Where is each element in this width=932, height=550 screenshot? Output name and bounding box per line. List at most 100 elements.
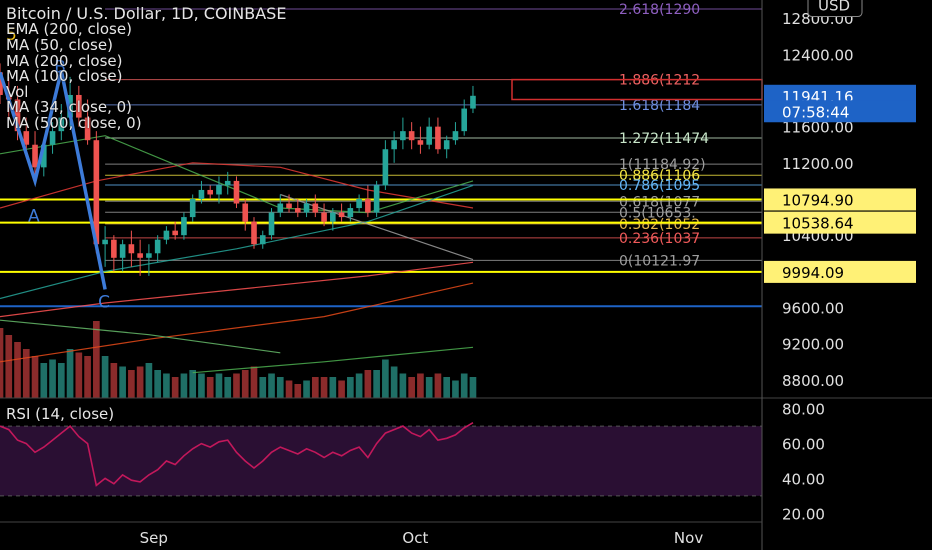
volume-bar [110, 363, 118, 398]
candle-body[interactable] [417, 140, 424, 145]
volume-bar [329, 377, 337, 398]
volume-bar [347, 377, 354, 398]
candle-body[interactable] [40, 144, 47, 168]
candle-body[interactable] [198, 189, 205, 199]
candle-body[interactable] [23, 131, 30, 145]
volume-bar [0, 328, 4, 398]
fib-level-label: 0.5(10653. [619, 205, 696, 221]
candle-body[interactable] [277, 203, 284, 213]
price-axis-tick: 8800.00 [782, 372, 844, 390]
candle-body[interactable] [338, 212, 345, 218]
candle-body[interactable] [452, 131, 459, 141]
volume-bar [425, 377, 433, 398]
rsi-axis-tick: 60.00 [782, 436, 825, 454]
candle-body[interactable] [102, 239, 108, 245]
volume-bar [250, 366, 258, 398]
volume-bar [224, 377, 232, 398]
volume-bar [14, 342, 21, 398]
candle-body[interactable] [172, 230, 178, 236]
price-axis-tick: 9600.00 [782, 300, 844, 318]
indicator-ma100-label[interactable]: MA (100, close) [6, 67, 123, 85]
candle-body[interactable] [382, 149, 389, 186]
candle-body[interactable] [286, 203, 292, 209]
candle-body[interactable] [233, 180, 240, 204]
volume-bar [22, 349, 30, 398]
candle-body[interactable] [111, 239, 117, 258]
volume-bar [84, 356, 91, 398]
indicator-ma200-label[interactable]: MA (200, close) [6, 52, 123, 70]
candle-body[interactable] [461, 108, 468, 132]
abc-pattern-line[interactable] [0, 70, 107, 290]
indicator-vol-label[interactable]: Vol [6, 83, 29, 101]
candle-body[interactable] [76, 94, 82, 118]
candle-body[interactable] [181, 217, 187, 236]
candle-body[interactable] [470, 95, 476, 109]
candle-body[interactable] [321, 212, 327, 222]
candle-body[interactable] [268, 212, 275, 236]
candle-body[interactable] [189, 199, 196, 218]
candle-body[interactable] [14, 99, 21, 132]
candle-body[interactable] [224, 180, 231, 186]
rsi-pane[interactable] [0, 422, 762, 497]
volume-bar [417, 373, 424, 398]
candle-body[interactable] [49, 131, 56, 145]
price-pane[interactable]: 2.618(1290 1.886(1212 1.618(1184 1.272(1147… [0, 2, 763, 398]
moving-average-line [0, 261, 474, 318]
candle-body[interactable] [0, 72, 3, 95]
candle-body[interactable] [365, 199, 371, 213]
candle-body[interactable] [435, 126, 441, 150]
candle-body[interactable] [259, 235, 266, 245]
candle-body[interactable] [294, 208, 301, 213]
candle-body[interactable] [426, 126, 432, 145]
rsi-label[interactable]: RSI (14, close) [6, 405, 115, 423]
candle-body[interactable] [137, 253, 143, 258]
indicator-ma34-label[interactable]: MA (34, close, 0) [6, 98, 133, 116]
volume-bar [163, 373, 170, 398]
volume-bar [399, 373, 407, 398]
candle-body[interactable] [58, 117, 65, 132]
indicator-ma500-label[interactable]: MA (500, close, 0) [6, 114, 142, 132]
pattern-label-5: 5 [6, 25, 17, 45]
volume-bar [276, 377, 284, 398]
candle-body[interactable] [347, 208, 354, 218]
currency-button-label[interactable]: USD [818, 0, 850, 15]
moving-average-line [0, 319, 281, 354]
volume-bar [241, 370, 249, 398]
candle-body[interactable] [163, 230, 170, 240]
price-tag-label: 9994.09 [782, 264, 844, 282]
candle-body[interactable] [216, 185, 222, 195]
indicator-ma50-label[interactable]: MA (50, close) [6, 36, 113, 54]
candle-body[interactable] [251, 221, 257, 245]
candle-body[interactable] [408, 131, 415, 141]
candle-body[interactable] [312, 203, 319, 213]
candle-body[interactable] [391, 140, 397, 150]
candle-body[interactable] [373, 185, 380, 213]
price-axis-tick: 11200.00 [782, 155, 854, 173]
fib-level-label: 0.382(1052 [619, 217, 700, 233]
price-tag [764, 100, 916, 123]
candle-body[interactable] [128, 244, 135, 254]
candle-body[interactable] [330, 212, 336, 222]
candle-body[interactable] [119, 244, 126, 258]
candle-body[interactable] [400, 131, 406, 141]
candle-body[interactable] [356, 199, 362, 209]
currency-button[interactable] [807, 0, 863, 18]
candle-body[interactable] [242, 203, 249, 222]
price-axis-tick: 12400.00 [782, 46, 854, 64]
candle-body[interactable] [443, 140, 450, 150]
candle-body[interactable] [146, 253, 152, 258]
candle-body[interactable] [84, 117, 91, 141]
time-axis-label: Sep [140, 529, 168, 547]
indicator-ema200-label[interactable]: EMA (200, close) [6, 20, 132, 38]
candle-body[interactable] [32, 144, 38, 168]
volume-bar [338, 380, 345, 398]
candle-body[interactable] [93, 140, 100, 245]
candle-body[interactable] [154, 239, 161, 254]
price-tag-label: 07:58:44 [782, 103, 849, 121]
volume-bar [320, 377, 328, 398]
volume-bar [145, 363, 153, 398]
candle-body[interactable] [207, 189, 214, 195]
candle-body[interactable] [303, 203, 310, 213]
